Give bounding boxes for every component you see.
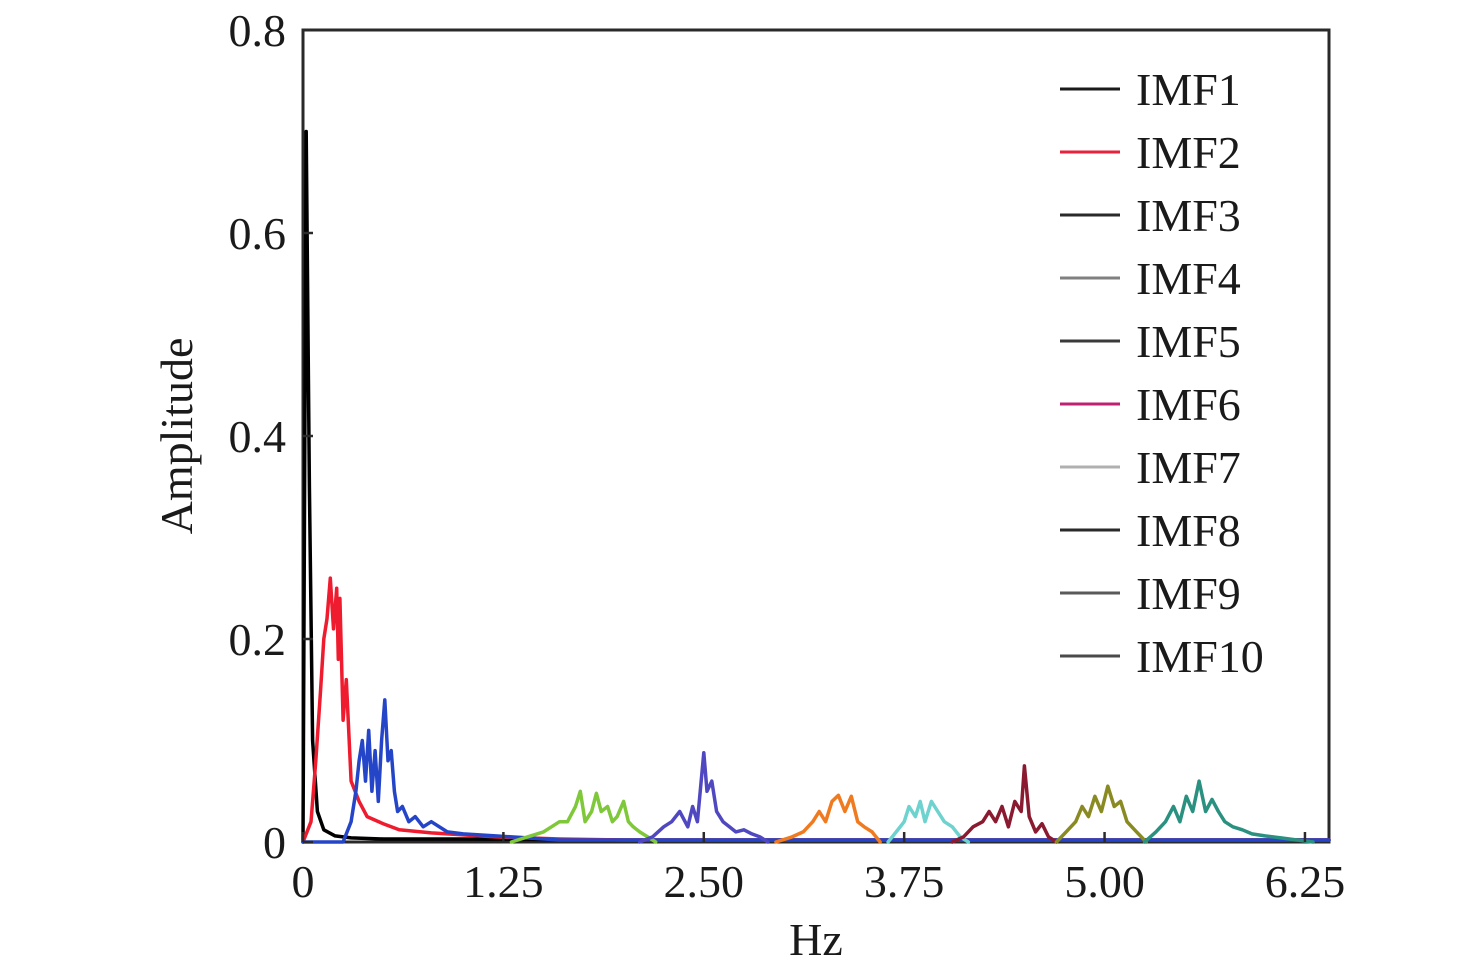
legend: IMF1 IMF2 IMF3 IMF4 IMF5 IMF6 IMF7 IMF8 IMF9 IMF1… — [1060, 64, 1264, 682]
y-tick-label: 0.4 — [229, 411, 287, 462]
y-tick-label: 0.6 — [229, 208, 287, 259]
y-tick-label: 0.2 — [229, 614, 287, 665]
series-line-imf8 — [950, 764, 1059, 844]
y-axis-title: Amplitude — [151, 338, 202, 535]
x-tick-label: 5.00 — [1064, 856, 1145, 907]
x-tick-label: 6.25 — [1265, 856, 1346, 907]
legend-label-imf6: IMF6 — [1136, 379, 1241, 430]
legend-label-imf2: IMF2 — [1136, 127, 1241, 178]
legend-label-imf7: IMF7 — [1136, 442, 1241, 493]
x-tick-label: 3.75 — [864, 856, 945, 907]
y-tick-label: 0 — [263, 817, 286, 868]
legend-label-imf9: IMF9 — [1136, 568, 1241, 619]
x-tick-label: 1.25 — [463, 856, 544, 907]
y-axis-ticks: 0 0.2 0.4 0.6 0.8 — [229, 5, 313, 868]
x-tick-label: 2.50 — [664, 856, 745, 907]
y-tick-label: 0.8 — [229, 5, 287, 56]
legend-label-imf5: IMF5 — [1136, 316, 1241, 367]
x-tick-label: 0 — [292, 856, 315, 907]
legend-label-imf4: IMF4 — [1136, 253, 1241, 304]
legend-label-imf1: IMF1 — [1136, 64, 1241, 115]
series-line-imf7 — [886, 799, 971, 844]
x-axis-title: Hz — [789, 914, 843, 965]
x-axis-ticks: 0 1.25 2.50 3.75 5.00 6.25 — [292, 832, 1346, 907]
series-layer — [301, 129, 1331, 844]
series-line-imf9 — [1054, 784, 1148, 844]
legend-label-imf3: IMF3 — [1136, 190, 1241, 241]
legend-label-imf8: IMF8 — [1136, 505, 1241, 556]
series-line-imf3 — [301, 698, 1331, 844]
series-line-imf4 — [509, 789, 658, 844]
series-line-imf6 — [774, 793, 882, 844]
series-line-imf5 — [637, 750, 770, 844]
series-line-imf10 — [1142, 779, 1315, 844]
legend-label-imf10: IMF10 — [1136, 631, 1264, 682]
